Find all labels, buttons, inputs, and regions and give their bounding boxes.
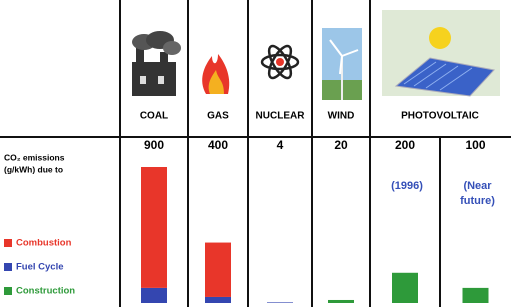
- category-label: (1996): [391, 180, 423, 192]
- bar-segment: [463, 288, 489, 303]
- group-label: PHOTOVOLTAIC: [401, 111, 479, 122]
- total-label: 20: [334, 138, 348, 152]
- total-label: 900: [144, 138, 164, 152]
- bar-segment: [205, 297, 231, 303]
- legend-label: Combustion: [16, 238, 72, 249]
- bar-segment: [328, 300, 354, 303]
- bar-segment: [141, 167, 167, 288]
- photovoltaic-icon: [382, 10, 500, 96]
- bar-segment: [141, 288, 167, 303]
- gas-icon: [202, 54, 229, 94]
- category-label: GAS: [207, 111, 229, 122]
- wind-icon: [322, 28, 362, 100]
- total-label: 100: [465, 138, 485, 152]
- chart: PHOTOVOLTAIC CO₂ emissions (g/kWh) due t…: [0, 0, 511, 307]
- category-label: NUCLEAR: [256, 111, 306, 122]
- bar-segment: [205, 243, 231, 297]
- y-axis-label: (g/kWh) due to: [4, 164, 63, 174]
- y-axis-label: CO₂ emissions: [4, 152, 65, 162]
- total-label: 400: [208, 138, 228, 152]
- bar-segment: [267, 302, 293, 303]
- nuclear-icon: [262, 43, 298, 81]
- coal-icon: [132, 31, 181, 96]
- legend-label: Construction: [16, 286, 75, 297]
- total-label: 200: [395, 138, 415, 152]
- legend-swatch: [4, 287, 12, 295]
- total-label: 4: [277, 138, 284, 152]
- category-label: WIND: [328, 111, 355, 122]
- legend-label: Fuel Cycle: [16, 262, 64, 273]
- category-label: COAL: [140, 111, 168, 122]
- bar-segment: [392, 273, 418, 303]
- legend-swatch: [4, 239, 12, 247]
- legend-swatch: [4, 263, 12, 271]
